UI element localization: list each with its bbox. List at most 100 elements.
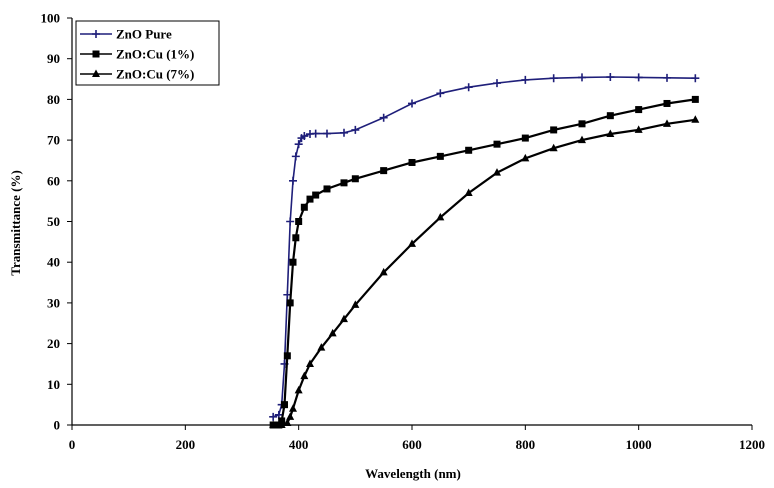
data-point — [286, 299, 294, 307]
data-point — [380, 167, 388, 175]
legend-label: ZnO:Cu (7%) — [116, 67, 194, 82]
data-point — [408, 158, 416, 166]
data-point — [691, 74, 700, 83]
data-point — [281, 401, 288, 409]
y-tick-label: 70 — [47, 133, 60, 148]
data-point — [323, 185, 331, 193]
x-tick-label: 800 — [516, 437, 536, 452]
data-point — [464, 188, 473, 197]
data-point — [691, 95, 699, 103]
data-point — [340, 179, 348, 187]
data-point — [465, 146, 473, 154]
data-point — [549, 143, 558, 152]
series-line — [273, 118, 696, 427]
data-point — [328, 328, 337, 337]
data-point — [294, 140, 303, 149]
data-point — [408, 239, 416, 247]
data-point — [351, 300, 360, 308]
x-tick-label: 600 — [402, 437, 422, 452]
series-2 — [269, 95, 699, 429]
data-point — [312, 191, 320, 199]
data-point — [578, 135, 586, 144]
data-point — [521, 134, 529, 142]
data-point — [578, 73, 586, 82]
data-point — [311, 129, 320, 138]
x-tick-label: 400 — [289, 437, 309, 452]
data-point — [306, 195, 314, 203]
y-tick-label: 10 — [47, 377, 60, 392]
data-point — [436, 212, 445, 221]
data-point — [493, 168, 501, 176]
data-point — [292, 234, 300, 242]
x-tick-label: 200 — [176, 437, 196, 452]
data-point — [306, 359, 314, 367]
data-point — [493, 140, 501, 148]
data-point — [295, 218, 303, 225]
series-1 — [269, 73, 700, 421]
data-point — [269, 420, 278, 428]
data-point — [289, 258, 297, 266]
data-point — [277, 420, 286, 428]
series-3 — [269, 115, 700, 428]
legend-marker — [92, 30, 100, 38]
legend-label: ZnO Pure — [116, 27, 172, 42]
series-line — [272, 76, 696, 418]
y-tick-label: 80 — [47, 92, 60, 107]
data-point — [289, 176, 297, 185]
data-point — [663, 119, 671, 127]
data-point — [286, 412, 295, 420]
data-point — [340, 128, 348, 137]
data-point — [340, 314, 348, 323]
data-point — [521, 153, 530, 162]
series-layer — [269, 73, 700, 429]
data-point — [291, 152, 300, 161]
data-point — [691, 115, 700, 123]
series-line — [273, 98, 696, 427]
y-tick-label: 20 — [47, 336, 60, 351]
legend-label: ZnO:Cu (1%) — [116, 47, 194, 62]
y-axis-title: Transmittance (%) — [8, 170, 23, 276]
data-point — [521, 75, 530, 84]
data-point — [351, 175, 359, 183]
data-point — [300, 132, 309, 141]
y-tick-label: 100 — [41, 11, 61, 26]
data-point — [549, 74, 558, 83]
data-point — [493, 79, 501, 88]
data-point — [300, 371, 309, 380]
data-point — [283, 352, 291, 360]
y-tick-label: 40 — [47, 255, 60, 270]
data-point — [283, 418, 292, 426]
data-point — [269, 412, 278, 421]
legend-marker — [92, 50, 100, 58]
y-tick-label: 90 — [47, 51, 60, 66]
data-point — [286, 217, 295, 226]
y-tick-label: 30 — [47, 295, 60, 310]
data-point — [294, 385, 303, 394]
data-point — [550, 126, 558, 134]
data-point — [578, 120, 586, 128]
data-point — [634, 73, 643, 82]
data-point — [436, 89, 445, 98]
x-tick-label: 1200 — [739, 437, 765, 452]
data-point — [606, 129, 615, 137]
data-point — [323, 129, 331, 138]
data-point — [379, 113, 388, 122]
x-axis: 0 200 400 600 800 1000 1200 — [69, 425, 765, 452]
data-point — [436, 152, 444, 160]
x-axis-title: Wavelength (nm) — [365, 466, 461, 481]
data-point — [379, 267, 388, 276]
legend: ZnO Pure ZnO:Cu (1%) ZnO:Cu (7%) — [75, 20, 220, 86]
data-point — [464, 83, 473, 92]
data-point — [289, 404, 297, 412]
data-point — [606, 112, 614, 120]
data-point — [635, 106, 643, 114]
data-point — [663, 99, 671, 107]
x-tick-label: 1000 — [626, 437, 652, 452]
data-point — [408, 99, 416, 108]
y-tick-label: 50 — [47, 214, 60, 229]
data-point — [634, 125, 643, 133]
x-tick-label: 0 — [69, 437, 76, 452]
data-point — [351, 125, 360, 134]
